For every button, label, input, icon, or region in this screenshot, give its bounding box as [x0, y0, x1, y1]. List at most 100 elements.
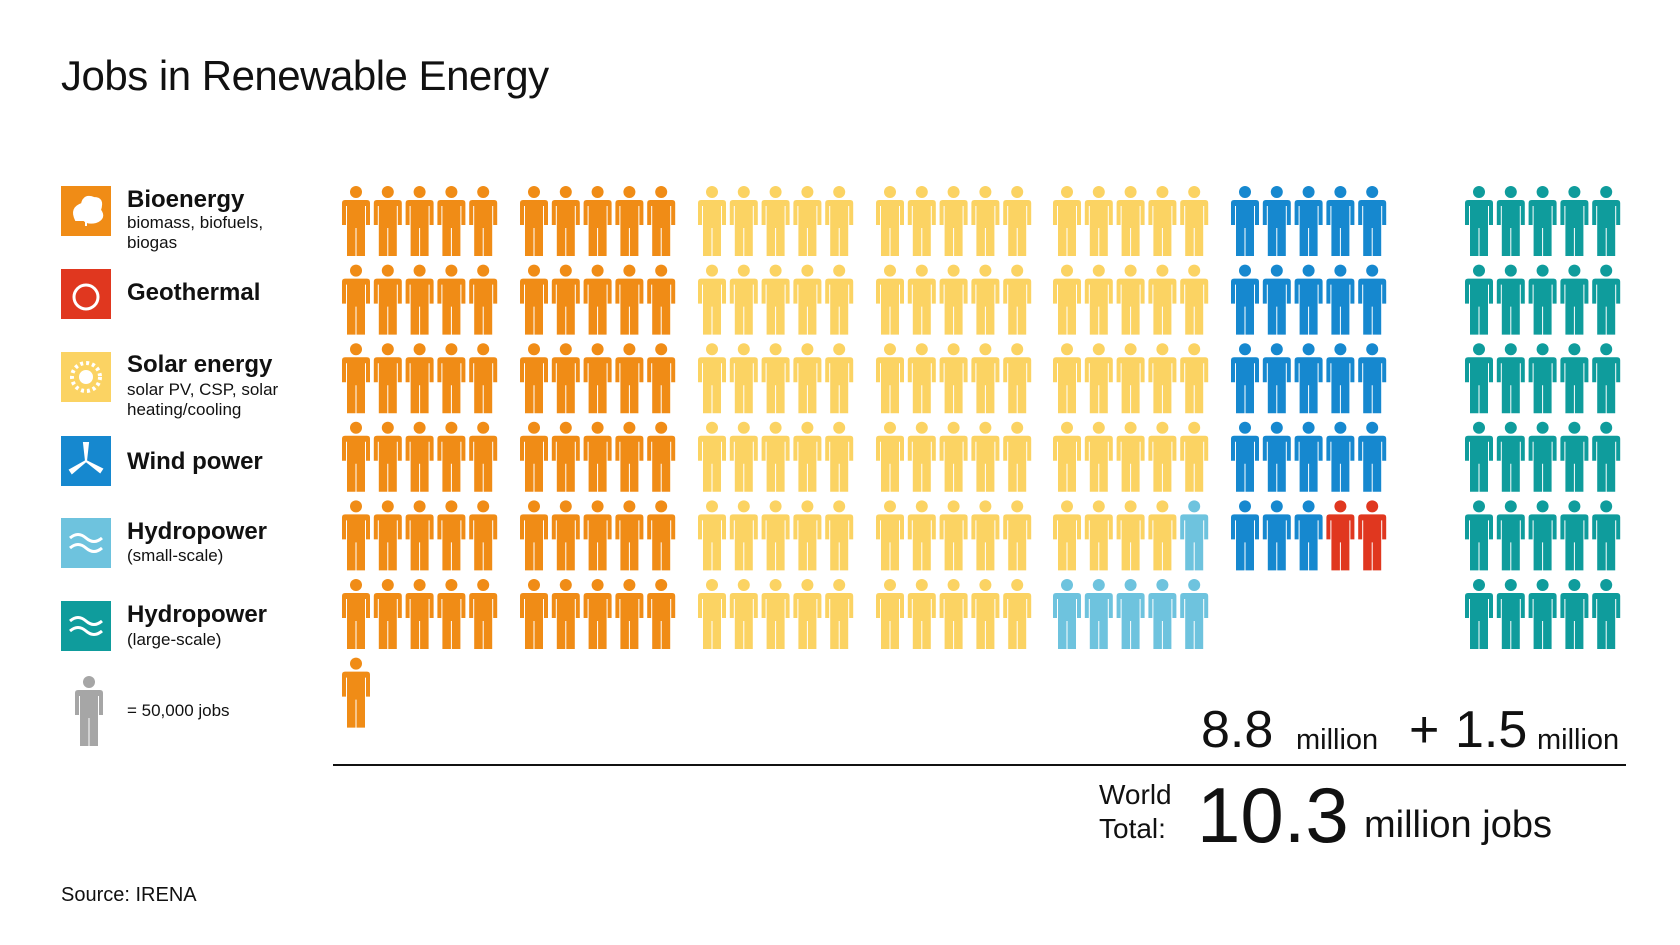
job-icon	[1053, 500, 1081, 571]
job-icon	[1053, 343, 1081, 414]
job-icon	[1294, 500, 1323, 571]
wave-glyph	[69, 616, 103, 636]
job-icon	[1116, 500, 1145, 571]
job-icon	[437, 264, 466, 335]
job-icon	[1528, 264, 1557, 335]
job-icon	[1294, 343, 1323, 414]
job-icon	[1084, 186, 1113, 256]
job-icon	[1262, 264, 1291, 335]
job-icon	[551, 500, 580, 571]
job-icon	[615, 579, 644, 649]
job-icon	[729, 500, 758, 571]
job-icon	[907, 343, 936, 414]
legend-description: (large-scale)	[127, 630, 222, 649]
job-icon	[437, 343, 466, 414]
total-value: 10.3	[1197, 771, 1349, 859]
job-icon	[907, 421, 936, 492]
job-icon	[761, 579, 790, 649]
job-icon	[1528, 500, 1557, 571]
job-icon	[469, 343, 498, 414]
job-icon	[1592, 343, 1621, 414]
job-icon	[825, 343, 854, 414]
job-icon	[1465, 264, 1493, 335]
job-icon	[615, 264, 644, 335]
job-icon	[729, 264, 758, 335]
job-icon	[1116, 579, 1145, 649]
job-icon	[1294, 186, 1323, 256]
subtotal-value: 8.8	[1201, 701, 1274, 759]
legend-description: biomass, biofuels, biogas	[127, 213, 264, 252]
job-icon	[520, 500, 548, 571]
job-icon	[1231, 500, 1259, 571]
job-icon	[939, 421, 968, 492]
job-icon	[1180, 421, 1209, 492]
leaf-glyph	[73, 195, 104, 226]
job-icon	[1231, 421, 1259, 492]
job-icon	[1465, 500, 1493, 571]
job-icon	[1528, 579, 1557, 649]
job-icon	[437, 579, 466, 649]
job-icon	[876, 579, 904, 649]
job-icon	[1560, 579, 1589, 649]
job-icon	[1148, 421, 1177, 492]
job-icon	[551, 421, 580, 492]
job-icon	[342, 500, 370, 571]
job-icon	[876, 343, 904, 414]
job-icon	[405, 579, 434, 649]
job-icon	[761, 186, 790, 256]
job-icon	[551, 343, 580, 414]
job-icon	[1148, 500, 1177, 571]
job-icon	[405, 186, 434, 256]
job-icon	[1116, 264, 1145, 335]
job-icon	[342, 657, 370, 728]
job-icon	[373, 500, 402, 571]
source: Source: IRENA	[61, 884, 197, 906]
legend-name: Geothermal	[127, 279, 261, 306]
legend-name: Bioenergy	[127, 186, 245, 213]
job-icon	[1496, 421, 1525, 492]
job-icon	[825, 579, 854, 649]
job-icon	[1358, 186, 1387, 256]
job-icon	[1326, 500, 1355, 571]
job-icon	[437, 186, 466, 256]
job-icon	[907, 579, 936, 649]
job-icon	[971, 186, 1000, 256]
job-icon	[1465, 421, 1493, 492]
total-label: World Total:	[1099, 779, 1172, 844]
job-icon	[437, 421, 466, 492]
turbine-glyph	[68, 442, 104, 475]
job-icon	[1496, 186, 1525, 256]
job-icon	[520, 421, 548, 492]
job-icon	[793, 186, 822, 256]
job-icon	[1148, 186, 1177, 256]
job-icon	[1053, 186, 1081, 256]
job-icon	[615, 421, 644, 492]
job-icon	[939, 579, 968, 649]
job-icon	[1262, 186, 1291, 256]
job-icon	[825, 500, 854, 571]
job-icon	[939, 186, 968, 256]
job-icon	[939, 500, 968, 571]
job-icon	[907, 186, 936, 256]
job-icon	[1084, 343, 1113, 414]
job-icon	[1003, 421, 1032, 492]
job-icon	[1560, 500, 1589, 571]
job-icon	[876, 421, 904, 492]
job-icon	[729, 343, 758, 414]
job-icon	[1358, 264, 1387, 335]
job-icon	[520, 186, 548, 256]
job-icon	[729, 186, 758, 256]
wave-glyph	[69, 533, 103, 553]
job-icon	[1116, 343, 1145, 414]
job-icon	[793, 343, 822, 414]
subtotal-unit: million	[1296, 724, 1379, 756]
job-icon	[907, 500, 936, 571]
job-icon	[520, 579, 548, 649]
job-icon	[876, 186, 904, 256]
job-icon	[1180, 579, 1209, 649]
job-icon	[1592, 264, 1621, 335]
job-icon	[1560, 264, 1589, 335]
job-icon	[971, 500, 1000, 571]
job-icon	[1148, 264, 1177, 335]
job-icon	[1592, 421, 1621, 492]
